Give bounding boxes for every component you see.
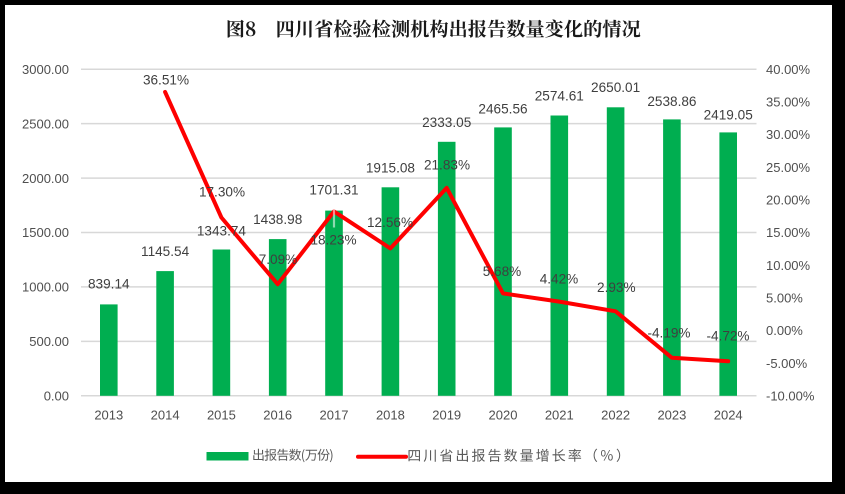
svg-text:2015: 2015 [207, 408, 236, 423]
svg-text:2465.56: 2465.56 [478, 102, 527, 117]
svg-text:25.00%: 25.00% [766, 160, 811, 175]
svg-text:0.00%: 0.00% [766, 323, 803, 338]
svg-text:17.30%: 17.30% [199, 185, 245, 200]
svg-text:30.00%: 30.00% [766, 127, 811, 142]
svg-text:2014: 2014 [151, 408, 180, 423]
svg-text:839.14: 839.14 [88, 277, 130, 292]
svg-text:2013: 2013 [94, 408, 123, 423]
svg-text:2.93%: 2.93% [597, 280, 636, 295]
svg-text:-10.00%: -10.00% [766, 389, 815, 404]
svg-text:2419.05: 2419.05 [704, 108, 753, 123]
svg-text:1000.00: 1000.00 [22, 280, 69, 295]
svg-text:2650.01: 2650.01 [591, 80, 640, 95]
svg-text:10.00%: 10.00% [766, 258, 811, 273]
svg-text:2023: 2023 [657, 408, 686, 423]
svg-text:1915.08: 1915.08 [366, 160, 415, 175]
svg-text:2333.05: 2333.05 [422, 115, 471, 130]
svg-text:2538.86: 2538.86 [647, 94, 696, 109]
svg-text:2020: 2020 [489, 408, 518, 423]
svg-text:40.00%: 40.00% [766, 62, 811, 77]
svg-text:1701.31: 1701.31 [309, 182, 358, 197]
svg-text:-5.00%: -5.00% [766, 356, 808, 371]
svg-text:2000.00: 2000.00 [22, 171, 69, 186]
svg-text:3000.00: 3000.00 [22, 62, 69, 77]
svg-text:1343.74: 1343.74 [197, 224, 247, 239]
svg-text:18.23%: 18.23% [310, 233, 356, 248]
svg-text:-4.72%: -4.72% [706, 329, 749, 344]
svg-text:7.09%: 7.09% [259, 252, 298, 267]
svg-text:2574.61: 2574.61 [535, 89, 584, 104]
svg-text:20.00%: 20.00% [766, 193, 811, 208]
svg-text:1438.98: 1438.98 [253, 212, 302, 227]
svg-text:1145.54: 1145.54 [141, 244, 190, 259]
svg-text:2500.00: 2500.00 [22, 116, 69, 131]
svg-text:4.42%: 4.42% [540, 271, 579, 286]
svg-text:15.00%: 15.00% [766, 225, 811, 240]
svg-text:2017: 2017 [320, 408, 349, 423]
svg-text:5.00%: 5.00% [766, 291, 803, 306]
svg-text:0.00: 0.00 [44, 389, 69, 404]
svg-text:36.51%: 36.51% [143, 73, 189, 88]
svg-text:1500.00: 1500.00 [22, 225, 69, 240]
svg-text:-4.19%: -4.19% [647, 326, 690, 341]
svg-text:35.00%: 35.00% [766, 95, 811, 110]
svg-text:2021: 2021 [545, 408, 574, 423]
svg-text:2022: 2022 [601, 408, 630, 423]
svg-text:500.00: 500.00 [29, 334, 69, 349]
svg-text:5.68%: 5.68% [483, 264, 522, 279]
svg-text:2016: 2016 [263, 408, 292, 423]
svg-text:21.83%: 21.83% [424, 158, 470, 173]
svg-text:12.56%: 12.56% [367, 215, 413, 230]
svg-text:2024: 2024 [714, 408, 743, 423]
svg-text:2018: 2018 [376, 408, 405, 423]
svg-text:2019: 2019 [432, 408, 461, 423]
